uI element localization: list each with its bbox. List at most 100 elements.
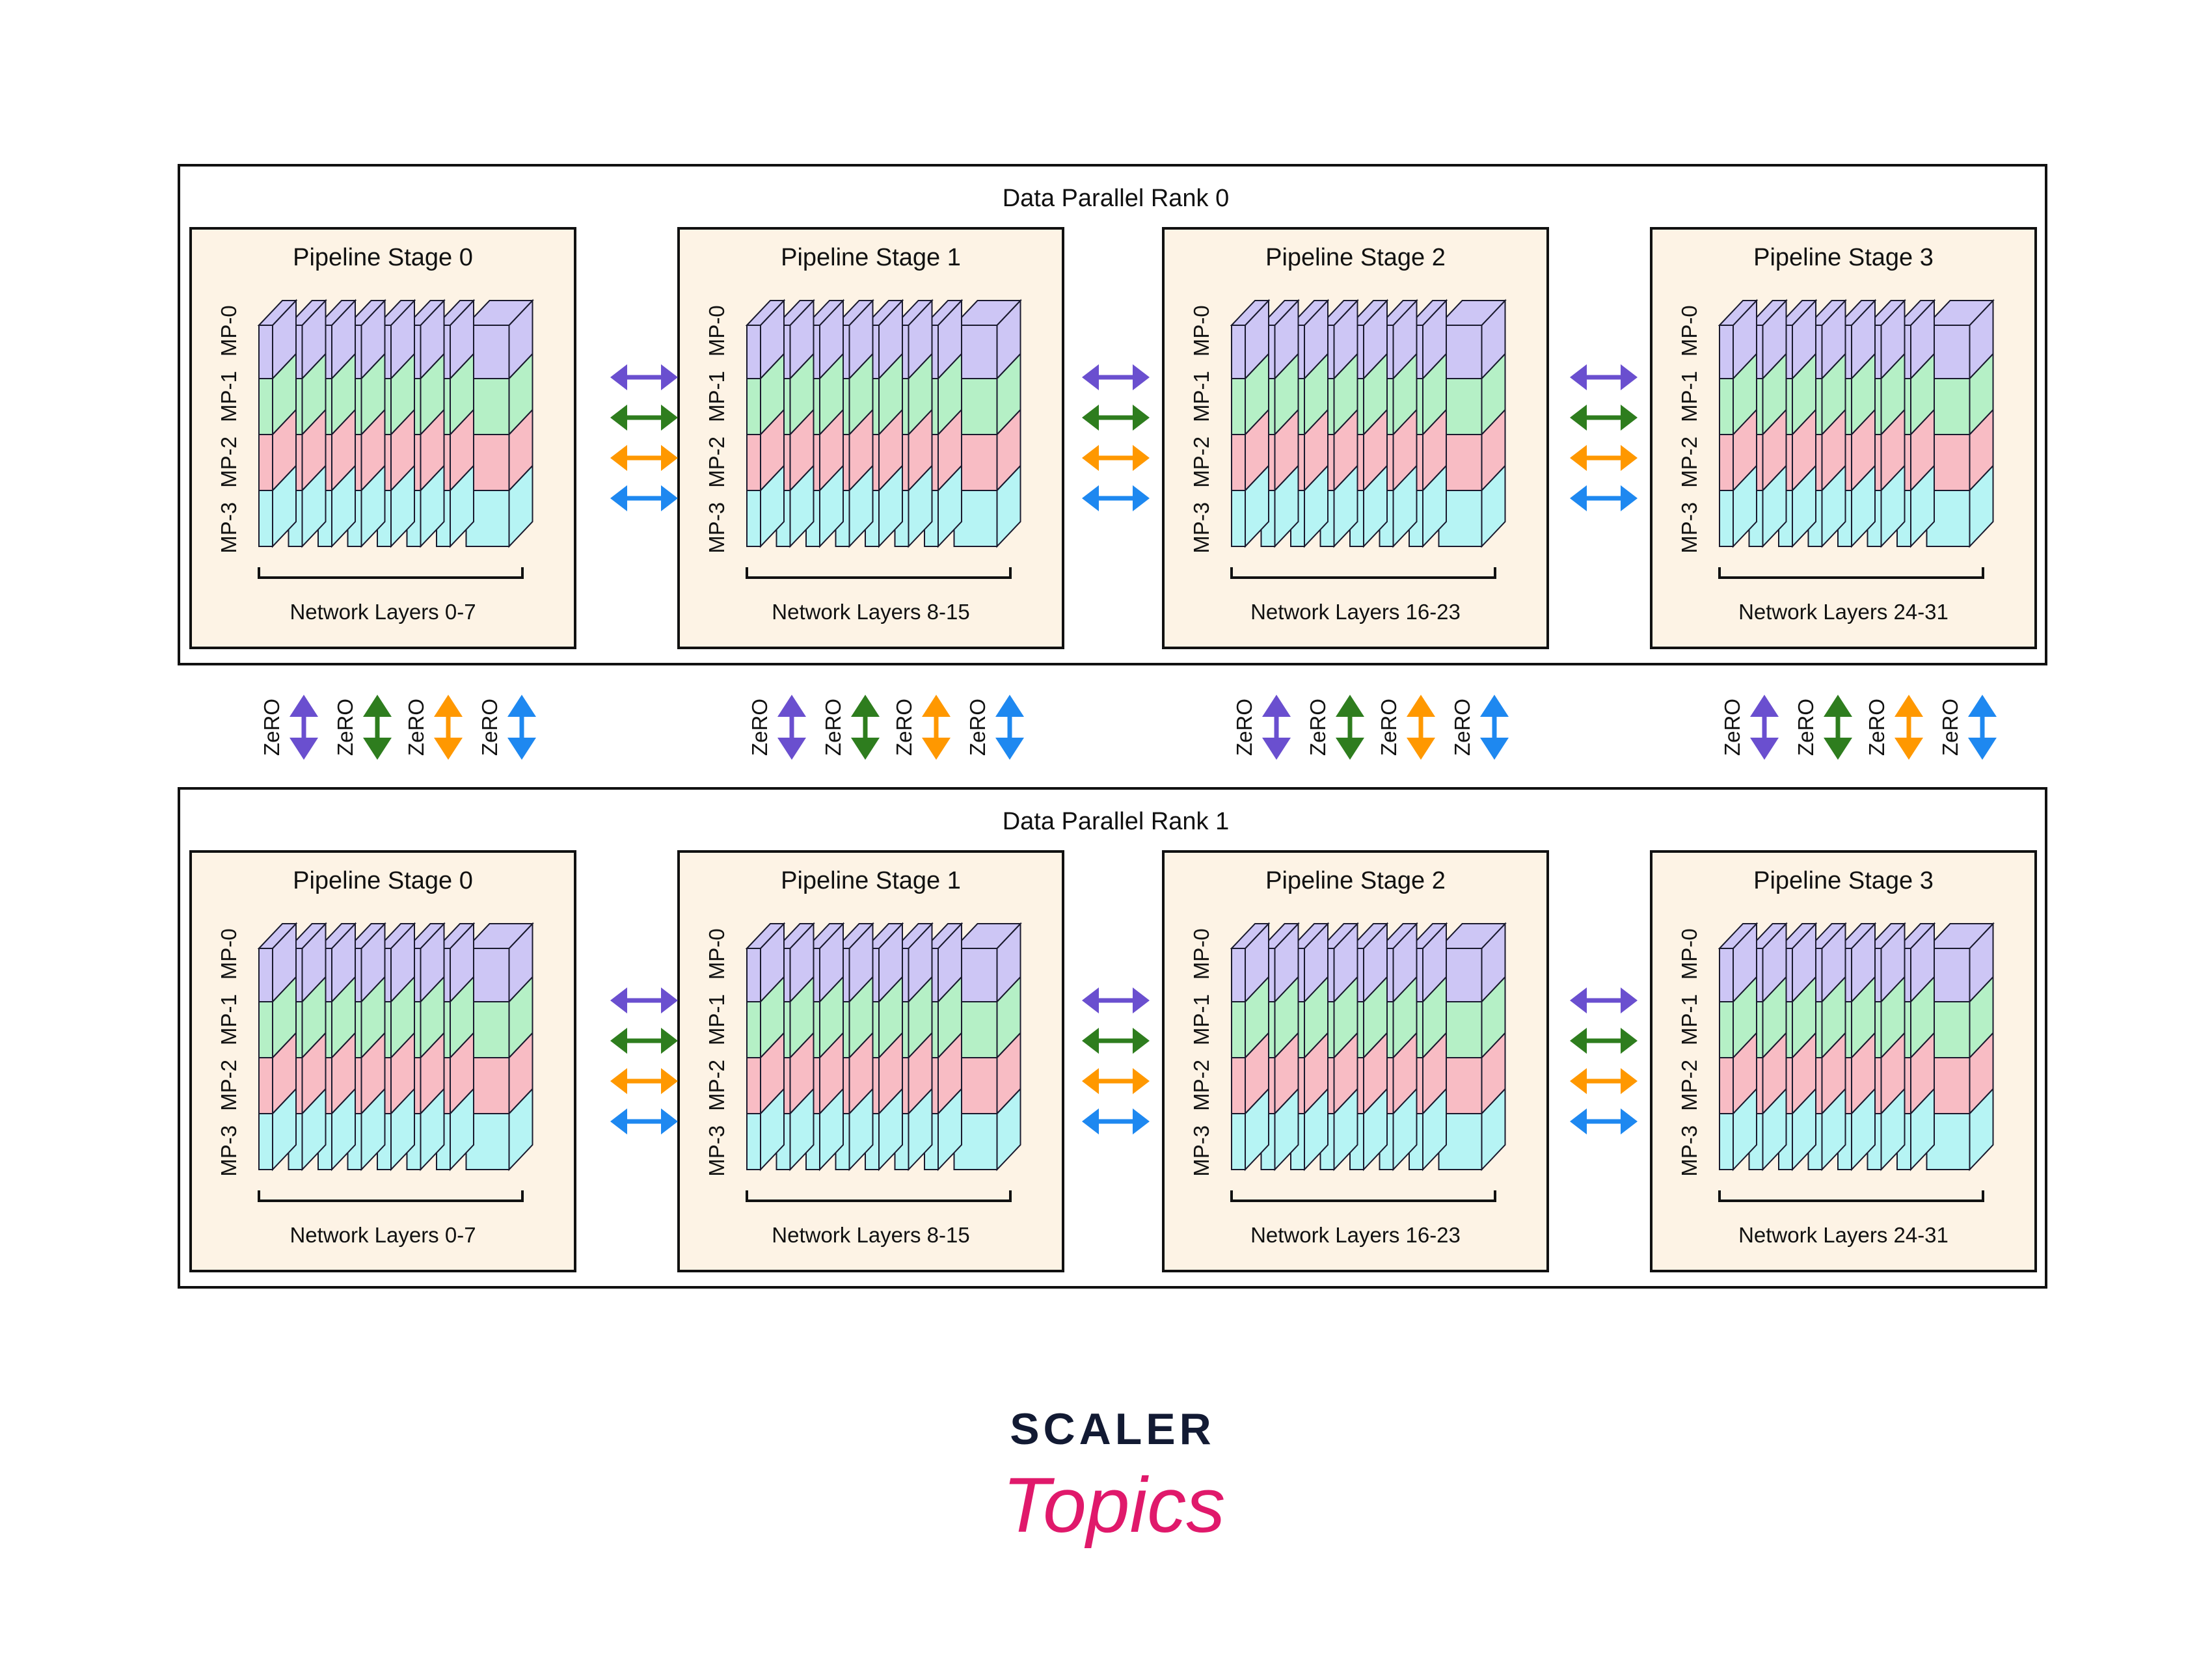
zero-label: ZeRO — [1720, 699, 1744, 756]
mp-label-mp-0: MP-0 — [1677, 928, 1701, 980]
arrow-head-down — [1895, 738, 1923, 760]
diagram-content: Data Parallel Rank 0 Pipeline Stage 0 MP-3… — [178, 164, 2047, 1289]
mp-layer-stack — [745, 299, 1022, 548]
double-headed-horizontal-arrow-icon — [1570, 987, 1638, 1013]
double-headed-vertical-arrow-icon — [1480, 695, 1509, 760]
arrow-head-right — [661, 445, 678, 471]
arrow-head-right — [661, 405, 678, 431]
arrow-head-right — [1621, 1028, 1638, 1054]
network-layer-slab — [1925, 922, 1995, 1172]
arrow-head-right — [1133, 364, 1150, 390]
arrow-head-right — [1621, 1068, 1638, 1094]
mp-label-mp-2: MP-2 — [705, 436, 729, 488]
arrow-head-right — [661, 485, 678, 511]
zero-group-stage-1: ZeRO ZeRO ZeRO ZeRO — [748, 695, 1024, 760]
slab-front-face-mp-1 — [258, 378, 273, 435]
arrow-head-left — [1082, 1108, 1099, 1134]
zero-group-stage-2: ZeRO ZeRO ZeRO ZeRO — [1232, 695, 1509, 760]
double-headed-vertical-arrow-icon — [1262, 695, 1291, 760]
arrow-head-down — [1336, 738, 1364, 760]
zero-label: ZeRO — [333, 699, 357, 756]
mp-label-mp-3: MP-3 — [705, 1125, 729, 1177]
arrow-head-up — [290, 695, 318, 717]
double-headed-vertical-arrow-icon — [1407, 695, 1435, 760]
double-headed-horizontal-arrow-icon — [610, 485, 678, 511]
slab-front-face-mp-0 — [1719, 948, 1734, 1002]
arrow-head-up — [507, 695, 536, 717]
arrow-head-up — [851, 695, 880, 717]
mp-label-mp-3: MP-3 — [1677, 1125, 1701, 1177]
arrow-head-left — [1570, 1108, 1587, 1134]
slab-front-face-mp-2 — [258, 1057, 273, 1114]
arrow-head-right — [661, 1028, 678, 1054]
pipeline-stage-2: Pipeline Stage 2 MP-3 MP-2 MP-1 MP-0 Network … — [1162, 850, 1549, 1272]
pipeline-stage-3: Pipeline Stage 3 MP-3 MP-2 MP-1 MP-0 Network … — [1650, 850, 2037, 1272]
zero-group-stage-3: ZeRO ZeRO ZeRO ZeRO — [1720, 695, 1997, 760]
double-headed-horizontal-arrow-icon — [610, 1068, 678, 1094]
network-layer-slab — [1807, 299, 1847, 548]
slab-front-face-mp-0 — [258, 948, 273, 1002]
arrow-head-up — [922, 695, 951, 717]
pipeline-communication-arrows — [610, 987, 1638, 1134]
slab-front-face-mp-2 — [746, 434, 761, 491]
mp-label-mp-2: MP-2 — [705, 1060, 729, 1111]
slab-front-face-mp-1 — [1719, 378, 1734, 435]
zero-label: ZeRO — [1232, 699, 1256, 756]
double-headed-horizontal-arrow-icon — [1082, 364, 1150, 390]
slab-front-face-mp-0 — [1719, 325, 1734, 379]
arrow-head-left — [1082, 364, 1099, 390]
network-layer-slab — [1925, 299, 1995, 548]
zero-label: ZeRO — [1377, 699, 1401, 756]
slab-front-face-mp-1 — [258, 1001, 273, 1058]
slab-front-face-mp-2 — [1231, 1057, 1246, 1114]
mp-label-mp-3: MP-3 — [1189, 1125, 1213, 1177]
rank-title: Data Parallel Rank 1 — [1003, 808, 1230, 835]
arrow-head-down — [1407, 738, 1435, 760]
mp-partition-labels: MP-3 MP-2 MP-1 MP-0 — [1189, 305, 1213, 553]
arrow-head-up — [1480, 695, 1509, 717]
arrow-head-down — [995, 738, 1024, 760]
arrow-head-left — [610, 485, 627, 511]
double-headed-vertical-arrow-icon — [1750, 695, 1779, 760]
arrow-head-down — [851, 738, 880, 760]
double-headed-horizontal-arrow-icon — [1082, 405, 1150, 431]
mp-label-mp-0: MP-0 — [1189, 928, 1213, 980]
mp-layer-stack — [745, 922, 1022, 1172]
layer-range-bracket — [1230, 567, 1496, 579]
arrow-head-left — [1082, 987, 1099, 1013]
double-headed-horizontal-arrow-icon — [1082, 1108, 1150, 1134]
arrow-head-left — [1570, 485, 1587, 511]
double-headed-vertical-arrow-icon — [995, 695, 1024, 760]
double-headed-vertical-arrow-icon — [1895, 695, 1923, 760]
slab-front-face-mp-2 — [258, 434, 273, 491]
network-layers-caption: Network Layers 0-7 — [290, 600, 476, 624]
arrow-head-right — [1133, 485, 1150, 511]
mp-label-mp-2: MP-2 — [1677, 1060, 1701, 1111]
double-headed-vertical-arrow-icon — [290, 695, 318, 760]
arrow-head-left — [610, 405, 627, 431]
slab-front-face-mp-3 — [1719, 1113, 1734, 1170]
double-headed-horizontal-arrow-icon — [610, 364, 678, 390]
zero-label: ZeRO — [404, 699, 428, 756]
slab-front-face-mp-1 — [1719, 1001, 1734, 1058]
mp-label-mp-3: MP-3 — [217, 502, 241, 554]
arrow-head-left — [610, 1108, 627, 1134]
mp-partition-labels: MP-3 MP-2 MP-1 MP-0 — [217, 305, 241, 553]
scaler-topics-logo: SCALER Topics — [1003, 1404, 1225, 1549]
mp-label-mp-2: MP-2 — [217, 1060, 241, 1111]
arrow-head-up — [363, 695, 392, 717]
zero-label: ZeRO — [260, 699, 284, 756]
arrow-head-left — [1570, 445, 1587, 471]
arrow-head-left — [1082, 445, 1099, 471]
arrow-head-down — [434, 738, 463, 760]
mp-partition-labels: MP-3 MP-2 MP-1 MP-0 — [1677, 305, 1701, 553]
arrow-head-down — [1750, 738, 1779, 760]
layer-range-bracket — [746, 1190, 1012, 1202]
stage-title: Pipeline Stage 3 — [1753, 244, 1934, 271]
double-headed-horizontal-arrow-icon — [1082, 485, 1150, 511]
slab-front-face-mp-0 — [746, 948, 761, 1002]
arrow-head-right — [661, 987, 678, 1013]
double-headed-horizontal-arrow-icon — [1082, 1028, 1150, 1054]
arrow-head-left — [1570, 987, 1587, 1013]
mp-label-mp-0: MP-0 — [705, 928, 729, 980]
